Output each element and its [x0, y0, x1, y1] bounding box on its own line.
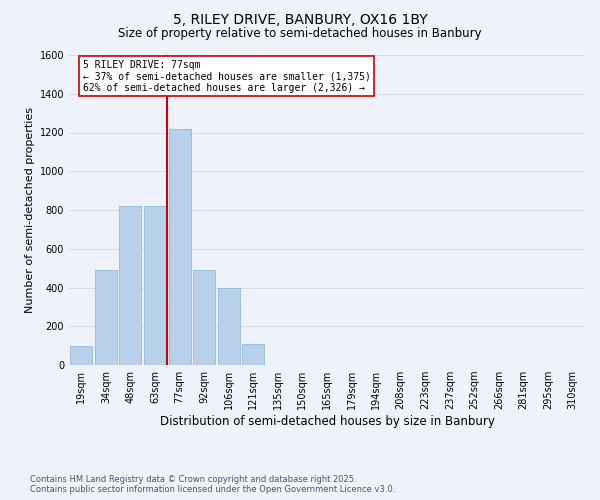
X-axis label: Distribution of semi-detached houses by size in Banbury: Distribution of semi-detached houses by …	[160, 415, 494, 428]
Y-axis label: Number of semi-detached properties: Number of semi-detached properties	[25, 107, 35, 313]
Bar	[95, 270, 117, 365]
Bar	[242, 344, 265, 365]
Bar	[144, 206, 166, 365]
Text: 5 RILEY DRIVE: 77sqm
← 37% of semi-detached houses are smaller (1,375)
62% of se: 5 RILEY DRIVE: 77sqm ← 37% of semi-detac…	[83, 60, 370, 93]
Bar	[70, 346, 92, 365]
Bar	[218, 288, 240, 365]
Text: 5, RILEY DRIVE, BANBURY, OX16 1BY: 5, RILEY DRIVE, BANBURY, OX16 1BY	[173, 12, 427, 26]
Text: Contains HM Land Registry data © Crown copyright and database right 2025.
Contai: Contains HM Land Registry data © Crown c…	[30, 474, 395, 494]
Text: Size of property relative to semi-detached houses in Banbury: Size of property relative to semi-detach…	[118, 28, 482, 40]
Bar	[119, 206, 142, 365]
Bar	[193, 270, 215, 365]
Bar	[169, 128, 191, 365]
